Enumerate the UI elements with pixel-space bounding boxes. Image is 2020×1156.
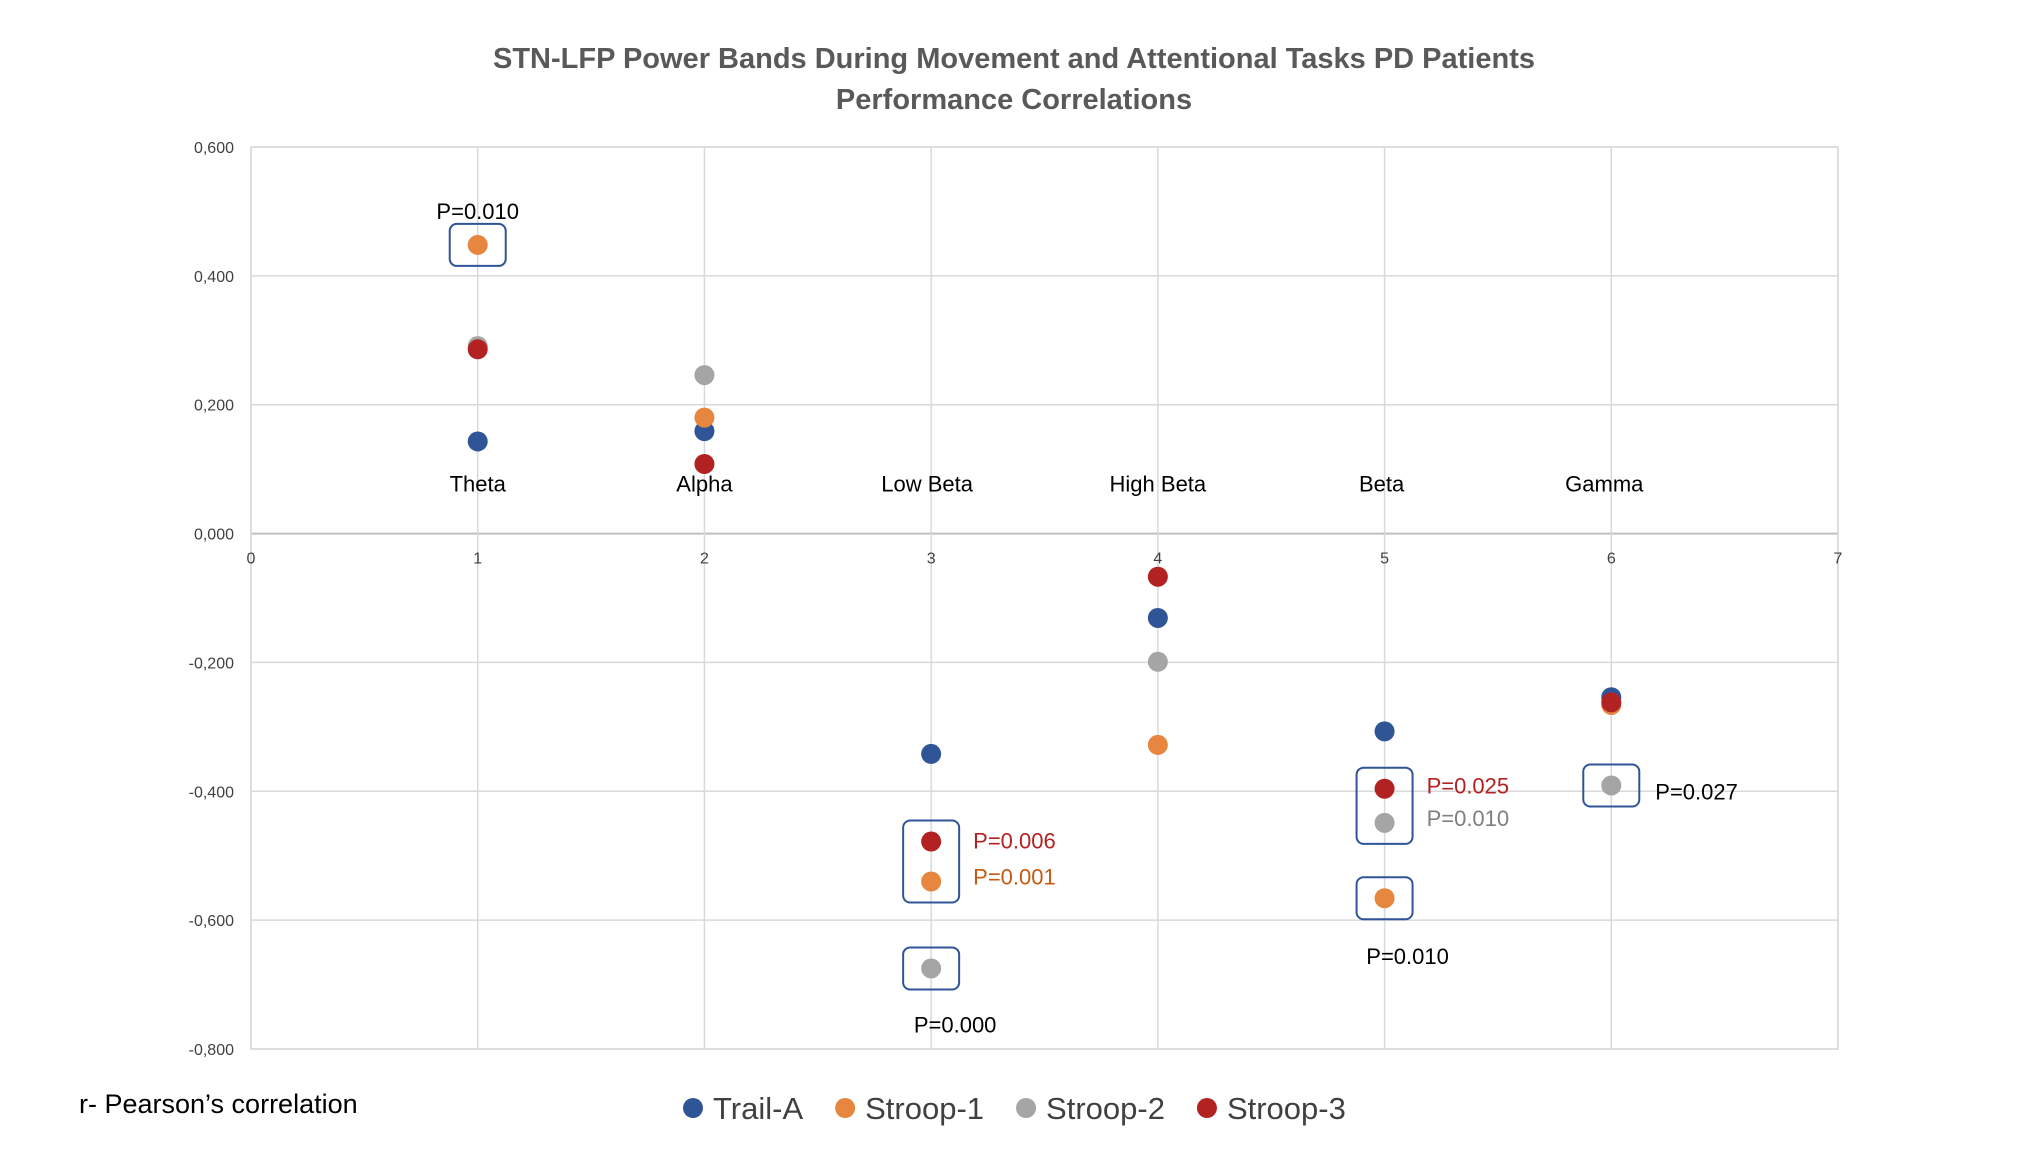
x-tick-label: 7: [1834, 551, 1843, 568]
significance-box: [448, 222, 507, 267]
point-stroop-1: [467, 234, 488, 255]
x-tick-label: 5: [1380, 551, 1389, 568]
significance-box: [902, 819, 961, 904]
band-label: High Beta: [1110, 472, 1207, 497]
legend-label: Stroop-2: [1046, 1091, 1165, 1126]
x-tick-label: 6: [1607, 551, 1616, 568]
point-stroop-3: [694, 453, 715, 474]
p-value-label: P=0.010: [1427, 806, 1510, 831]
point-stroop-3: [1601, 692, 1622, 713]
legend-label: Stroop-3: [1227, 1091, 1346, 1126]
point-trail-a: [921, 743, 942, 764]
point-trail-a: [467, 431, 488, 452]
point-trail-a: [1374, 721, 1395, 742]
footnote: r- Pearson’s correlation: [79, 1089, 358, 1119]
y-tick-label: 0,600: [194, 140, 234, 157]
data-points: [467, 234, 1622, 979]
y-tick-label: -0,400: [189, 784, 234, 801]
band-label: Low Beta: [881, 472, 973, 497]
p-value-label: P=0.001: [973, 864, 1056, 889]
legend: Trail-A Stroop-1 Stroop-2 Stroop-3: [683, 1091, 1346, 1126]
chart-subtitle: Performance Correlations: [836, 84, 1192, 116]
point-stroop-2: [1374, 812, 1395, 833]
legend-marker: [1016, 1098, 1037, 1118]
point-stroop-1: [1147, 734, 1168, 755]
significance-box: [1582, 763, 1641, 808]
chart-title: STN-LFP Power Bands During Movement and …: [493, 43, 1535, 75]
y-tick-label: -0,800: [189, 1042, 234, 1059]
point-stroop-3: [921, 831, 942, 852]
y-tick-label: 0,400: [194, 269, 234, 286]
p-value-label: P=0.006: [973, 829, 1056, 854]
x-tick-label: 2: [700, 551, 709, 568]
band-label: Theta: [450, 472, 507, 497]
p-value-annotations: P=0.010 P=0.006 P=0.001 P=0.000 P=0.025 P=0.0…: [436, 199, 1737, 1038]
point-stroop-1: [1374, 888, 1395, 909]
p-value-label: P=0.025: [1427, 774, 1510, 799]
y-tick-label: 0,200: [194, 398, 234, 415]
significance-boxes: [448, 222, 1641, 991]
point-stroop-2: [694, 365, 715, 386]
point-stroop-3: [467, 339, 488, 360]
point-stroop-1: [694, 407, 715, 428]
y-tick-label: -0,600: [189, 913, 234, 930]
p-value-label: P=0.010: [436, 199, 519, 224]
legend-item-trail-a: Trail-A: [683, 1091, 803, 1126]
p-value-label: P=0.010: [1366, 944, 1449, 969]
point-stroop-3: [1147, 566, 1168, 587]
point-stroop-2: [1601, 775, 1622, 796]
y-tick-label: -0,200: [189, 655, 234, 672]
y-tick-label: 0,000: [194, 527, 234, 544]
significance-box: [902, 946, 961, 991]
x-tick-label: 0: [247, 551, 256, 568]
band-labels: Theta Alpha Low Beta High Beta Beta Gamma: [450, 472, 1645, 497]
legend-marker: [683, 1098, 703, 1118]
x-tick-label: 1: [473, 551, 482, 568]
legend-item-stroop-2: Stroop-2: [1016, 1091, 1165, 1126]
x-tick-label: 4: [1153, 551, 1162, 568]
p-value-label: P=0.027: [1655, 779, 1738, 804]
legend-label: Stroop-1: [865, 1091, 984, 1126]
point-stroop-2: [921, 958, 942, 979]
legend-item-stroop-3: Stroop-3: [1196, 1091, 1346, 1126]
point-trail-a: [1147, 607, 1168, 628]
legend-marker: [835, 1098, 856, 1118]
legend-marker: [1196, 1098, 1217, 1118]
significance-box: [1355, 876, 1414, 921]
point-stroop-3: [1374, 778, 1395, 799]
band-label: Gamma: [1565, 472, 1644, 497]
p-value-label: P=0.000: [914, 1012, 997, 1037]
point-stroop-2: [1147, 651, 1168, 672]
x-tick-label: 3: [927, 551, 936, 568]
gridlines: [250, 146, 1839, 1050]
point-stroop-1: [921, 871, 942, 892]
legend-item-stroop-1: Stroop-1: [835, 1091, 984, 1126]
band-label: Alpha: [676, 472, 733, 497]
band-label: Beta: [1359, 472, 1405, 497]
legend-label: Trail-A: [713, 1091, 803, 1126]
plot-area: [250, 146, 1839, 1050]
significance-box: [1355, 766, 1414, 845]
axis-ticks: 0,600 0,400 0,200 0,000 -0,200 -0,400 -0,600 -0…: [189, 140, 1843, 1059]
